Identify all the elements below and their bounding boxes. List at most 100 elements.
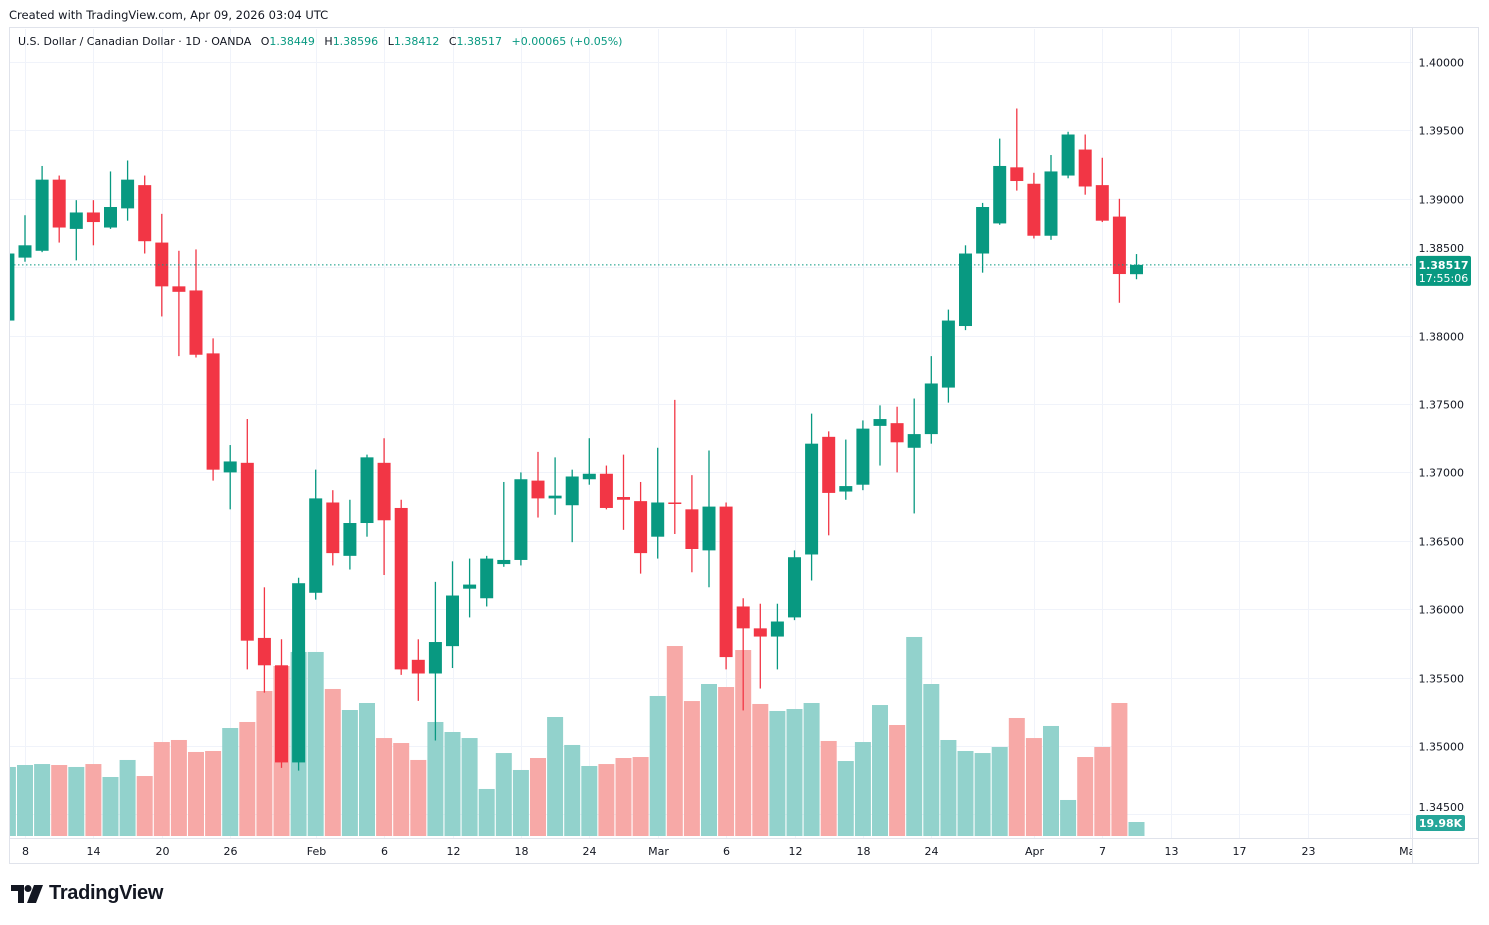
candle-body — [497, 559, 511, 565]
candle[interactable] — [805, 413, 819, 581]
candle[interactable] — [1044, 155, 1058, 240]
candle[interactable] — [360, 454, 374, 537]
candle[interactable] — [753, 603, 767, 689]
candle[interactable] — [121, 160, 135, 221]
candle[interactable] — [788, 550, 801, 621]
candle[interactable] — [651, 447, 665, 559]
candle[interactable] — [497, 481, 511, 567]
candle-body — [685, 509, 699, 550]
candle[interactable] — [1010, 108, 1024, 191]
candle[interactable] — [1078, 134, 1092, 195]
symbol-title[interactable]: U.S. Dollar / Canadian Dollar · 1D · OAN… — [18, 35, 252, 48]
candle[interactable] — [104, 171, 117, 229]
candle[interactable] — [428, 581, 442, 741]
volume-bar — [410, 759, 427, 836]
candle-body — [309, 498, 323, 593]
candle[interactable] — [719, 502, 733, 670]
candle-body — [240, 462, 254, 641]
volume-bar — [102, 776, 119, 836]
price-tick-label: 1.35000 — [1419, 741, 1465, 754]
candle[interactable] — [1130, 254, 1143, 280]
candle[interactable] — [565, 469, 579, 543]
candle[interactable] — [548, 457, 562, 515]
candle[interactable] — [343, 499, 357, 570]
candle[interactable] — [52, 175, 66, 243]
candle[interactable] — [924, 356, 938, 444]
candle[interactable] — [155, 213, 169, 317]
candle[interactable] — [1112, 198, 1126, 303]
candle-body — [446, 595, 459, 647]
candle[interactable] — [993, 138, 1007, 225]
candle[interactable] — [582, 438, 596, 485]
candle[interactable] — [839, 439, 853, 500]
candle-body — [719, 506, 733, 658]
candle-body — [18, 245, 32, 258]
volume-bar — [393, 743, 410, 836]
candle[interactable] — [514, 472, 528, 566]
candle[interactable] — [1095, 157, 1109, 223]
candle[interactable] — [326, 490, 340, 566]
volume-bar — [940, 739, 957, 836]
candle[interactable] — [941, 309, 955, 403]
candle[interactable] — [463, 558, 477, 618]
candle[interactable] — [702, 450, 716, 588]
candle[interactable] — [959, 245, 972, 331]
candle[interactable] — [1, 249, 15, 323]
volume-bar — [512, 769, 529, 836]
candle[interactable] — [976, 202, 990, 273]
candle[interactable] — [172, 250, 186, 357]
candle[interactable] — [69, 200, 83, 261]
candle[interactable] — [856, 420, 870, 491]
candle[interactable] — [292, 577, 306, 771]
volume-bar — [1025, 738, 1042, 836]
candle[interactable] — [617, 454, 630, 530]
candle[interactable] — [275, 639, 288, 768]
candle[interactable] — [822, 431, 836, 536]
candle[interactable] — [138, 175, 152, 254]
candle[interactable] — [907, 398, 921, 514]
candle[interactable] — [257, 587, 271, 693]
candle[interactable] — [18, 215, 32, 262]
candle[interactable] — [685, 475, 699, 573]
volume-bar — [444, 732, 461, 836]
volume-bar — [68, 766, 85, 836]
candle[interactable] — [1061, 131, 1075, 179]
candle[interactable] — [35, 165, 49, 253]
volume-bar — [906, 636, 923, 836]
price-axis[interactable]: 1.40000 1.39500 1.39000 1.38500 1.38000 1.375… — [1419, 57, 1465, 814]
candle[interactable] — [309, 469, 323, 600]
candle-body — [651, 502, 665, 537]
candle[interactable] — [599, 465, 613, 510]
candle[interactable] — [890, 406, 904, 473]
candle[interactable] — [1027, 172, 1041, 239]
candle[interactable] — [668, 399, 682, 534]
candle[interactable] — [189, 249, 203, 358]
candle[interactable] — [394, 499, 408, 675]
candle[interactable] — [86, 200, 100, 246]
candle-body — [702, 506, 716, 551]
candle[interactable] — [873, 405, 887, 466]
volume-bar — [564, 744, 581, 836]
candle[interactable] — [446, 561, 459, 669]
time-tick-label: 8 — [22, 845, 29, 858]
last-price-label: 1.38517 — [1418, 259, 1468, 272]
candle[interactable] — [531, 451, 545, 518]
candle[interactable] — [480, 555, 494, 607]
volume-bar — [222, 728, 239, 836]
candle[interactable] — [223, 445, 237, 510]
candle[interactable] — [206, 338, 220, 481]
candle[interactable] — [240, 419, 254, 670]
candle-body — [1130, 264, 1143, 275]
candle[interactable] — [736, 598, 750, 711]
time-axis[interactable]: 8 14 20 26 Feb 6 12 18 24 Mar 6 12 18 24 Apr 7 13 17 23 May — [22, 845, 1422, 858]
candle-body — [121, 179, 135, 209]
candle-body — [257, 637, 271, 666]
tradingview-logo[interactable]: TradingView — [11, 882, 163, 905]
candle[interactable] — [770, 603, 784, 670]
candle[interactable] — [634, 481, 648, 574]
candle-body — [463, 584, 477, 589]
candle[interactable] — [377, 438, 391, 575]
candle[interactable] — [411, 639, 425, 701]
volume-bar — [495, 753, 512, 836]
